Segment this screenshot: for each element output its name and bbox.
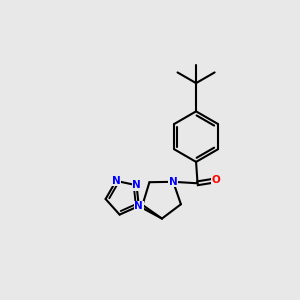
Text: N: N <box>134 201 143 211</box>
Text: N: N <box>112 176 120 186</box>
Text: N: N <box>169 177 178 187</box>
Text: O: O <box>212 175 220 185</box>
Text: N: N <box>132 180 141 190</box>
